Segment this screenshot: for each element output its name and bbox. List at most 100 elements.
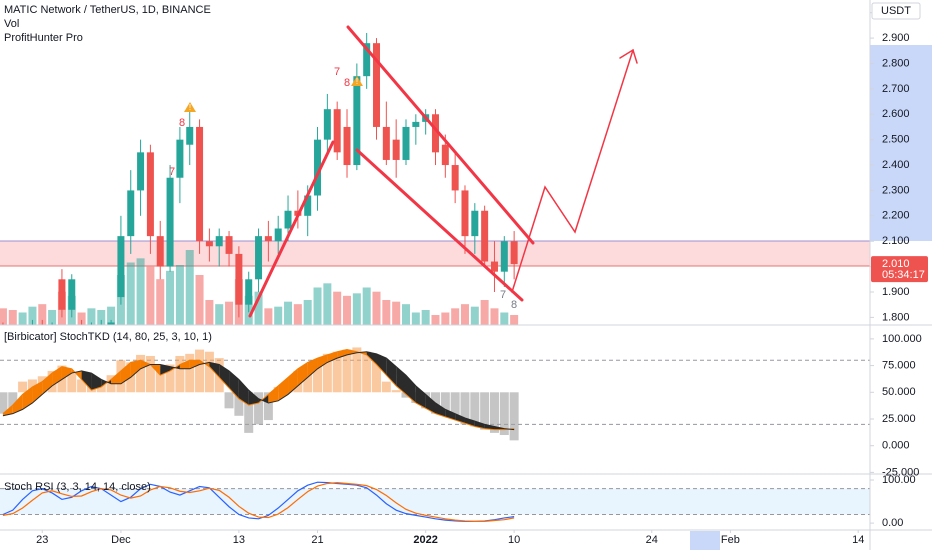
volume-bar	[8, 310, 17, 325]
ribbon	[297, 362, 308, 386]
histogram-bar	[67, 373, 77, 393]
histogram-bar	[185, 353, 195, 393]
y-tick-label: 2.500	[882, 134, 910, 146]
date-highlight	[690, 531, 720, 550]
candle-body	[510, 241, 518, 265]
ribbon	[219, 364, 230, 389]
series-line	[2, 482, 515, 522]
subtitle: ProfitHunter Pro	[4, 32, 83, 44]
candle-body	[363, 43, 371, 77]
volume-bar	[421, 310, 430, 325]
ribbon	[317, 354, 328, 369]
volume-bar	[48, 310, 57, 325]
warning-label: !	[189, 103, 191, 112]
price-pane	[0, 33, 519, 325]
arrow-head	[619, 48, 638, 64]
histogram-bar	[460, 392, 470, 425]
volume-bar	[175, 265, 184, 325]
y-tick-label: -25.000	[882, 466, 919, 478]
candle-body	[264, 236, 272, 242]
trend-line	[355, 148, 524, 302]
volume-bar	[185, 250, 194, 325]
histogram-bar	[234, 392, 244, 416]
y-tick-label: 2.300	[882, 184, 910, 196]
volume-bar	[284, 301, 293, 325]
subtitle: Vol	[4, 18, 19, 30]
histogram-bar	[145, 355, 155, 393]
candle-body	[412, 121, 420, 127]
ribbon	[179, 360, 190, 369]
volume-bar	[372, 291, 381, 325]
histogram-bar	[204, 351, 214, 393]
d-line	[2, 351, 515, 431]
ribbon	[189, 360, 200, 369]
candle-body	[392, 139, 400, 160]
ribbon	[140, 360, 151, 369]
candle-body	[373, 43, 381, 127]
histogram-bar	[244, 392, 254, 433]
candle-body	[107, 322, 115, 325]
warning-label: !	[356, 77, 358, 86]
histogram-bar	[175, 355, 185, 393]
candle-body	[471, 210, 479, 237]
volume-bar	[0, 308, 7, 325]
volume-bar	[18, 312, 27, 325]
volume-bar	[38, 304, 47, 325]
volume-bar	[333, 291, 342, 325]
candle-body	[146, 152, 154, 237]
candle-body	[225, 236, 233, 254]
candle-body	[117, 236, 125, 298]
count-label: 7	[500, 289, 506, 301]
y-tick-label: 2.600	[882, 108, 910, 120]
histogram-bar	[391, 390, 401, 393]
chart-title: MATIC Network / TetherUS, 1D, BINANCE	[4, 4, 211, 16]
stoch-rsi-pane	[0, 481, 870, 522]
candle-body	[166, 177, 174, 267]
volume-bar	[411, 312, 420, 325]
candle-body	[68, 279, 76, 310]
zone	[0, 241, 870, 266]
count-label: 8	[179, 117, 185, 129]
volume-bar	[264, 308, 273, 325]
histogram-bar	[381, 381, 391, 393]
candle-body	[176, 139, 184, 178]
candle-body	[451, 165, 459, 191]
x-tick-label: 13	[233, 534, 245, 546]
candle-body	[58, 279, 66, 310]
volume-bar	[313, 287, 322, 325]
trend-line	[248, 140, 335, 318]
y-tick-label: 0.00	[882, 517, 903, 529]
histogram-bar	[372, 354, 382, 393]
y-tick-label: 2.200	[882, 210, 910, 222]
y-tick-label: 2.400	[882, 159, 910, 171]
projection	[511, 49, 634, 293]
ribbon	[22, 386, 33, 410]
volume-bar	[293, 304, 302, 325]
candle-body	[490, 261, 498, 272]
volume-bar	[126, 262, 135, 325]
volume-bar	[460, 304, 469, 325]
pane-title: Stoch RSI (3, 3, 14, 14, close)	[4, 481, 151, 493]
y-tick-label: 50.000	[882, 386, 916, 398]
ribbon	[307, 358, 318, 378]
ribbon	[337, 349, 348, 359]
histogram-bar	[332, 351, 342, 393]
y-tick-label: 0.000	[882, 440, 910, 452]
histogram-bar	[342, 349, 352, 393]
x-tick-label: 2022	[413, 534, 437, 546]
volume-bar	[303, 300, 312, 325]
y-tick-label: 100.00	[882, 474, 916, 486]
axis-highlight	[870, 45, 932, 241]
series-line	[2, 481, 515, 522]
ribbon	[288, 368, 298, 395]
volume-bar	[205, 300, 214, 325]
volume-bar	[146, 266, 155, 325]
candle-body	[304, 195, 312, 216]
last-price-box	[871, 256, 928, 283]
volume-bar	[362, 287, 371, 325]
histogram-bar	[509, 392, 519, 441]
volume-bar	[87, 308, 96, 325]
annotations: 7 8 ! 7 8 ! 7 8	[169, 66, 517, 311]
